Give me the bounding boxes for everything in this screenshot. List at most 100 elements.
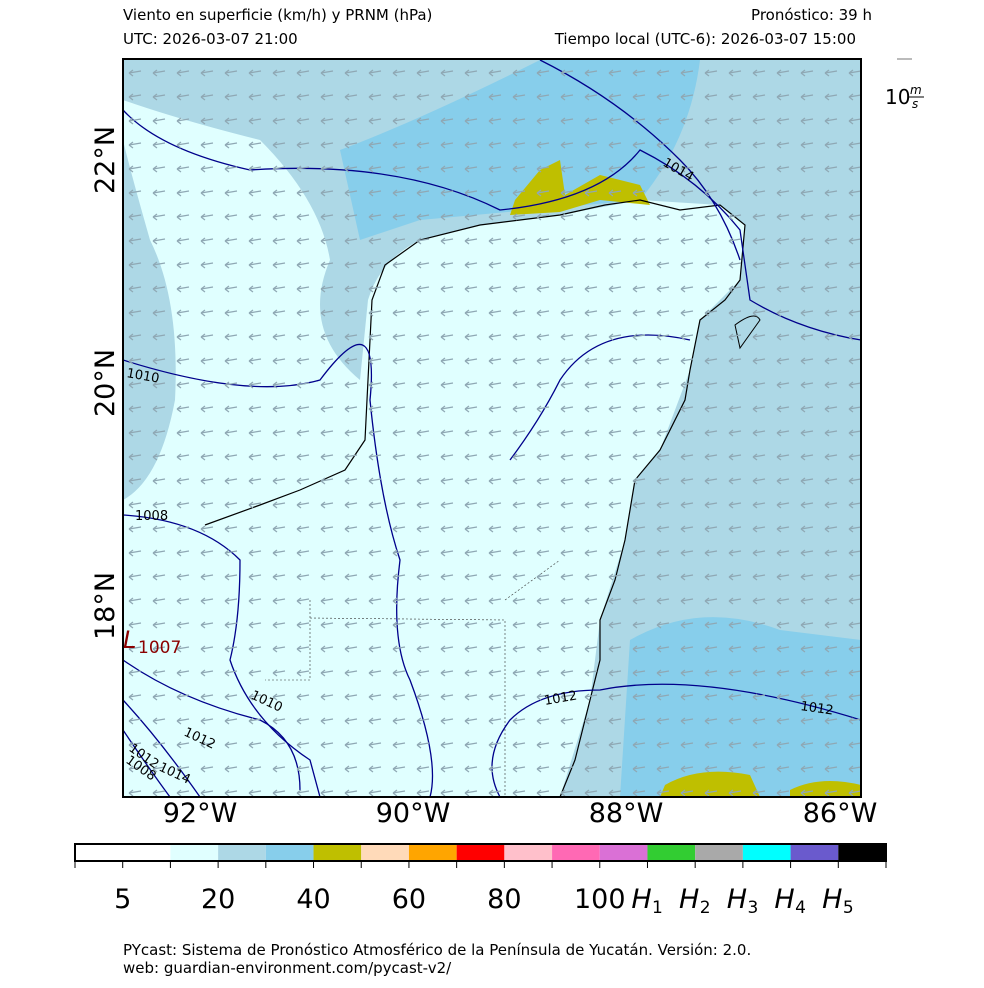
wind-arrow: [632, 261, 646, 269]
wind-arrow: [248, 93, 262, 101]
wind-arrow: [176, 741, 190, 749]
wind-arrow: [584, 645, 598, 653]
wind-arrow: [704, 381, 718, 389]
isobar-label: 1012: [799, 699, 834, 718]
wind-arrow: [536, 717, 550, 725]
wind-arrow: [776, 645, 790, 653]
wind-arrow: [704, 669, 718, 677]
wind-arrow: [464, 69, 478, 77]
wind-arrow: [464, 165, 478, 173]
wind-arrow: [776, 453, 790, 461]
wind-arrow: [344, 213, 358, 221]
wind-arrow: [416, 525, 430, 533]
wind-arrow: [392, 69, 406, 77]
wind-arrow: [200, 741, 214, 749]
wind-arrow: [656, 405, 670, 413]
wind-arrow: [176, 549, 190, 557]
wind-arrow: [776, 165, 790, 173]
wind-arrow: [728, 261, 742, 269]
wind-arrow: [320, 69, 334, 77]
wind-arrow: [848, 621, 861, 629]
wind-arrow: [416, 741, 430, 749]
wind-arrow: [152, 117, 166, 125]
wind-arrow: [176, 789, 190, 797]
wind-arrow: [776, 597, 790, 605]
wind-arrow: [248, 333, 262, 341]
wind-arrow: [632, 669, 646, 677]
wind-arrow: [800, 645, 814, 653]
wind-arrow: [752, 69, 766, 77]
wind-arrow: [368, 453, 382, 461]
wind-arrow: [464, 309, 478, 317]
wind-arrow: [824, 789, 838, 797]
wind-arrow: [392, 357, 406, 365]
wind-arrow: [416, 549, 430, 557]
wind-arrow: [272, 525, 286, 533]
wind-arrow: [824, 165, 838, 173]
wind-arrow: [680, 69, 694, 77]
wind-arrow: [728, 405, 742, 413]
colorbar-segment: [170, 844, 219, 861]
wind-arrow: [296, 741, 310, 749]
wind-arrow: [824, 453, 838, 461]
wind-arrow: [608, 717, 622, 725]
wind-arrow: [656, 453, 670, 461]
wind-arrow: [368, 477, 382, 485]
wind-arrow: [800, 285, 814, 293]
wind-arrow: [296, 717, 310, 725]
wind-arrow: [392, 669, 406, 677]
wind-arrow: [296, 525, 310, 533]
wind-arrow: [368, 549, 382, 557]
wind-arrow: [368, 501, 382, 509]
wind-arrow: [752, 645, 766, 653]
wind-arrow: [464, 237, 478, 245]
wind-arrow: [752, 261, 766, 269]
wind-arrow: [704, 597, 718, 605]
wind-arrow: [752, 549, 766, 557]
wind-arrow: [272, 477, 286, 485]
wind-arrow: [680, 309, 694, 317]
wind-arrow: [464, 213, 478, 221]
wind-arrow: [752, 165, 766, 173]
wind-arrow: [752, 501, 766, 509]
wind-arrow: [272, 573, 286, 581]
wind-arrow: [800, 789, 814, 797]
wind-arrow: [560, 525, 574, 533]
wind-arrow: [296, 189, 310, 197]
wind-arrow: [176, 693, 190, 701]
wind-arrow: [680, 525, 694, 533]
wind-arrow: [200, 573, 214, 581]
wind-arrow: [584, 765, 598, 773]
wind-arrow: [752, 309, 766, 317]
wind-arrow: [344, 429, 358, 437]
wind-arrow: [536, 669, 550, 677]
wind-arrow: [152, 453, 166, 461]
wind-arrow: [248, 573, 262, 581]
wind-arrow: [320, 405, 334, 413]
wind-arrow: [824, 69, 838, 77]
wind-arrow: [272, 189, 286, 197]
wind-arrow: [680, 261, 694, 269]
wind-arrow: [440, 741, 454, 749]
wind-arrow: [416, 165, 430, 173]
wind-arrow: [848, 189, 861, 197]
wind-arrow: [728, 309, 742, 317]
wind-arrow: [392, 597, 406, 605]
wind-arrow: [608, 765, 622, 773]
wind-arrow: [224, 669, 238, 677]
wind-arrow: [704, 93, 718, 101]
wind-arrow: [776, 189, 790, 197]
wind-arrow: [320, 117, 334, 125]
wind-arrow: [680, 237, 694, 245]
wind-arrow: [680, 597, 694, 605]
wind-arrow: [440, 285, 454, 293]
wind-arrow: [560, 597, 574, 605]
wind-arrow: [488, 573, 502, 581]
isobar-label: 1012: [543, 688, 578, 709]
wind-arrow: [632, 213, 646, 221]
wind-arrow: [296, 381, 310, 389]
wind-arrow: [776, 381, 790, 389]
wind-arrow: [320, 285, 334, 293]
wind-arrow: [128, 669, 142, 677]
hazard-index: 1: [652, 898, 663, 918]
